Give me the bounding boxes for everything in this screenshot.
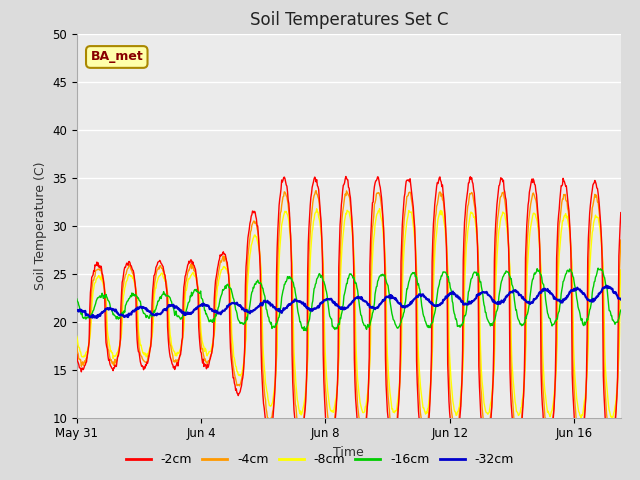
Text: BA_met: BA_met <box>90 50 143 63</box>
X-axis label: Time: Time <box>333 446 364 459</box>
Legend: -2cm, -4cm, -8cm, -16cm, -32cm: -2cm, -4cm, -8cm, -16cm, -32cm <box>121 448 519 471</box>
Y-axis label: Soil Temperature (C): Soil Temperature (C) <box>34 161 47 290</box>
Title: Soil Temperatures Set C: Soil Temperatures Set C <box>250 11 448 29</box>
